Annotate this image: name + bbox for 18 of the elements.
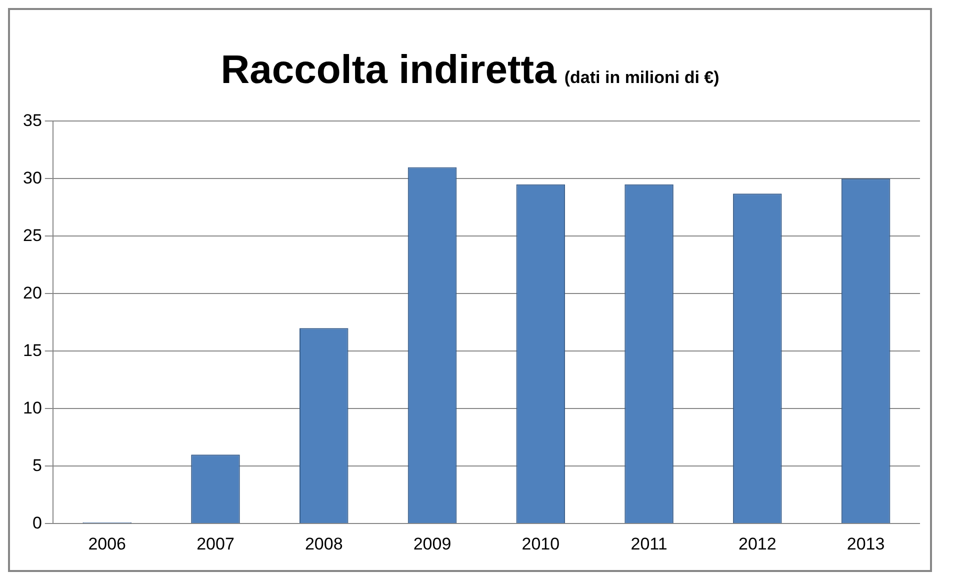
chart-title: Raccolta indiretta xyxy=(220,48,556,92)
x-tick-label: 2008 xyxy=(304,534,343,554)
chart-subtitle: (dati in milioni di €) xyxy=(564,68,720,87)
x-tick-label: 2009 xyxy=(413,534,452,554)
y-tick-label: 0 xyxy=(32,513,42,532)
y-tick-label: 10 xyxy=(22,398,42,418)
y-tick-label: 25 xyxy=(22,226,42,245)
x-tick-label: 2010 xyxy=(522,534,560,554)
x-tick-label: 2013 xyxy=(846,534,885,554)
y-tick-label: 20 xyxy=(22,283,42,302)
x-tick-label: 2012 xyxy=(738,534,776,554)
y-tick-label: 35 xyxy=(22,110,42,130)
x-tick-label: 2011 xyxy=(630,534,668,554)
y-tick-label: 30 xyxy=(22,168,42,188)
y-tick-label: 5 xyxy=(32,456,42,475)
y-tick-label: 15 xyxy=(22,340,42,360)
x-tick-label: 2006 xyxy=(88,534,126,554)
x-tick-label: 2007 xyxy=(196,534,234,554)
